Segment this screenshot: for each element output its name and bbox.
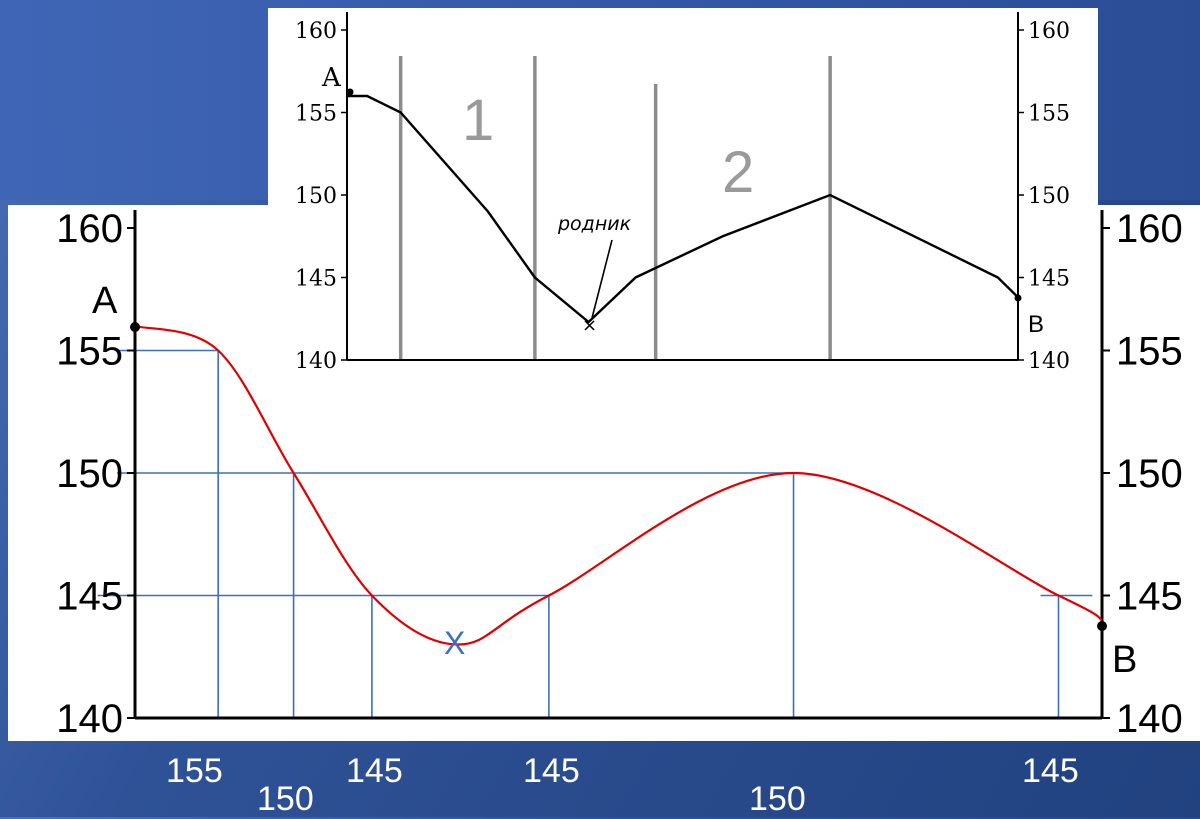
bottom-label-2: 150 [257, 780, 314, 818]
main-left-tick-label: 150 [56, 452, 123, 496]
bottom-label-4: 145 [523, 752, 580, 790]
inset-chart-panel [268, 8, 1098, 370]
bottom-label-3: 145 [346, 752, 403, 790]
inset-left-tick-label: 160 [295, 19, 337, 44]
inset-point-b [1014, 294, 1022, 302]
main-point-a [130, 322, 140, 332]
inset-right-tick-label: 155 [1028, 102, 1070, 127]
main-spring-mark: X [444, 625, 465, 661]
inset-right-tick-label: 150 [1028, 184, 1070, 209]
main-right-tick-label: 150 [1116, 452, 1183, 496]
bottom-label-6: 145 [1022, 752, 1079, 790]
inset-right-tick-label: 160 [1028, 19, 1070, 44]
main-guide-lines [97, 349, 1093, 718]
main-profile-curve [134, 324, 1103, 646]
inset-point-a [346, 88, 354, 96]
inset-spring-pointer [591, 239, 613, 319]
inset-label-a: A [321, 63, 342, 93]
main-point-b [1097, 621, 1107, 631]
inset-right-tick-label: 140 [1028, 349, 1070, 374]
bottom-label-1: 155 [166, 752, 223, 790]
inset-right-tick-label: 145 [1028, 267, 1070, 292]
inset-left-tick-label: 155 [295, 102, 337, 127]
main-left-tick-label: 145 [56, 575, 123, 619]
inset-label-b: B [1028, 311, 1044, 338]
inset-y-ticks: 140 140 145 145 150 150 155 155 160 160 [295, 19, 1070, 374]
inset-left-tick-label: 140 [295, 349, 337, 374]
main-label-a: A [92, 280, 118, 322]
inset-profile-line [347, 94, 1019, 324]
main-left-tick-label: 140 [56, 697, 123, 741]
inset-spring-mark: × [582, 315, 597, 336]
main-label-b: B [1112, 639, 1137, 681]
main-right-tick-label: 155 [1116, 330, 1183, 374]
main-right-tick-label: 145 [1116, 575, 1183, 619]
inset-zone-2-label: 2 [722, 140, 754, 205]
bottom-label-5: 150 [749, 780, 806, 818]
main-y-ticks: 140 140 145 145 150 150 155 155 160 160 [56, 207, 1183, 741]
main-right-tick-label: 160 [1116, 207, 1183, 251]
main-right-tick-label: 140 [1116, 697, 1183, 741]
main-left-tick-label: 155 [56, 330, 123, 374]
inset-zone-1-label: 1 [462, 88, 494, 153]
main-left-tick-label: 160 [56, 207, 123, 251]
inset-left-tick-label: 145 [295, 267, 337, 292]
inset-left-tick-label: 150 [295, 184, 337, 209]
inset-spring-label: родник [557, 213, 632, 235]
inset-vertical-lines [398, 56, 832, 360]
